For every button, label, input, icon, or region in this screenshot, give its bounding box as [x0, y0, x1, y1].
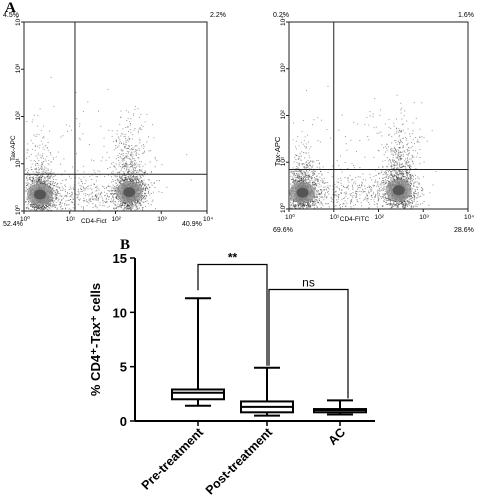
y-tick-label: 5 — [120, 360, 127, 375]
quadrant-bottom-right-percent: 40.9% — [182, 221, 202, 228]
quadrant-bottom-right-percent: 28.6% — [454, 227, 474, 234]
y-tick-label: 10³ — [280, 63, 287, 73]
x-tick-label: 10⁰ — [20, 215, 30, 223]
quadrant-top-right-percent: 2.2% — [210, 12, 226, 19]
population-1-core — [296, 187, 309, 198]
y-tick-label: 15 — [113, 251, 127, 266]
significance-bracket — [268, 288, 349, 399]
panel-label-a: A — [5, 0, 16, 16]
x-tick-label: Pre-treatment — [139, 425, 207, 493]
quadrant-bottom-left-percent: 69.6% — [273, 227, 293, 234]
x-tick-label: 10⁴ — [464, 214, 474, 221]
iqr-box — [171, 388, 225, 401]
population-2-core — [123, 187, 136, 198]
y-tick-label: 10² — [15, 110, 22, 120]
x-tick-label: 10² — [112, 216, 122, 223]
x-tick-label: 10¹ — [66, 216, 76, 223]
population-2-core — [392, 185, 405, 196]
x-tick-label: 10² — [375, 214, 385, 221]
y-tick-label: 10¹ — [280, 156, 287, 166]
quadrant-top-left-percent: 4.5% — [3, 12, 19, 19]
y-tick-label: 10 — [113, 305, 127, 320]
y-tick-label: 10⁰ — [14, 205, 22, 215]
quadrant-bottom-left-percent: 52.4% — [3, 221, 23, 228]
x-tick-label: Post-treatment — [203, 425, 276, 498]
quadrant-top-right-percent: 1.6% — [458, 12, 474, 19]
x-tick-label: 10¹ — [330, 214, 340, 221]
significance-bracket — [197, 263, 268, 366]
x-axis-label: CD4-Fict — [81, 218, 107, 225]
x-tick-label: 10⁴ — [203, 216, 213, 223]
x-tick-label: 10⁰ — [285, 213, 295, 221]
panel-label-b: B — [120, 237, 131, 253]
box-2 — [240, 366, 294, 417]
quadrant-top-left-percent: 0.2% — [273, 12, 289, 19]
y-tick-label: 10⁰ — [279, 203, 287, 213]
y-axis-label: Tax-APC — [273, 136, 282, 166]
y-axis-label: Tax-APC — [10, 135, 17, 161]
x-tick-label: 10³ — [157, 216, 167, 223]
y-tick-label: 10⁴ — [15, 16, 22, 26]
y-tick-label: 10² — [280, 109, 287, 119]
flow-plot-2 — [286, 21, 469, 212]
y-tick-label: 10¹ — [15, 158, 22, 168]
flow-plot-1 — [21, 21, 208, 214]
y-tick-label: 10⁴ — [280, 16, 287, 26]
significance-label: ** — [228, 251, 238, 265]
box-plot — [130, 257, 375, 426]
population-1-core — [34, 189, 47, 200]
x-tick-label: AC — [325, 425, 348, 448]
y-axis-label: % CD4⁺-Tax⁺ cells — [88, 283, 103, 396]
y-tick-label: 10³ — [15, 63, 22, 73]
significance-label: ns — [302, 276, 315, 290]
y-tick-label: 0 — [120, 414, 127, 429]
box-1 — [171, 297, 225, 407]
x-tick-label: 10³ — [419, 214, 429, 221]
box-3 — [313, 399, 367, 416]
x-axis-label: CD4-FITC — [340, 216, 370, 223]
